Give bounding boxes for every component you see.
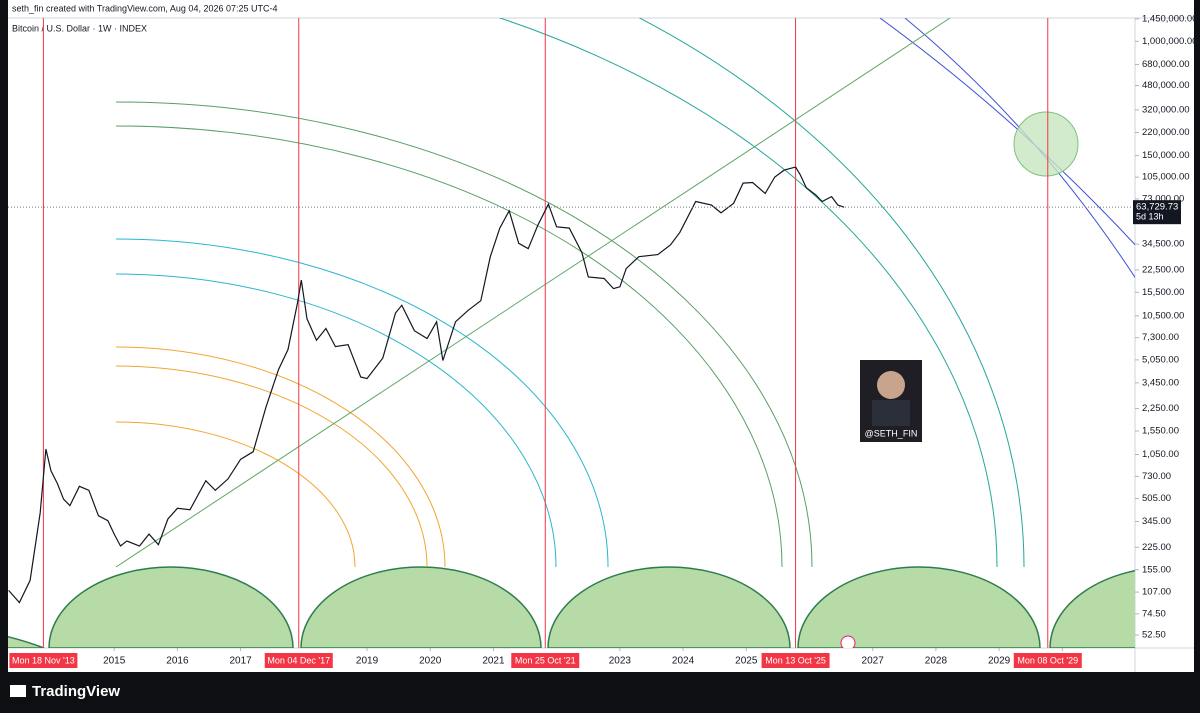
- y-tick-label: 1,550.00: [1142, 426, 1179, 437]
- y-tick-label: 15,500.00: [1142, 287, 1184, 298]
- x-tick-label: 2025: [735, 656, 758, 667]
- y-tick-label: 150,000.00: [1142, 150, 1190, 161]
- cycle-dome: [1049, 569, 1135, 648]
- x-tick-label: 2029: [988, 656, 1011, 667]
- y-tick-label: 1,450,000.00: [1142, 13, 1197, 24]
- y-tick-label: 73,000.00: [1142, 194, 1184, 205]
- logo-mark: [10, 685, 26, 697]
- target-circle: [1013, 111, 1079, 177]
- last-price-box: [1133, 200, 1181, 225]
- cycle-label-box: [9, 653, 78, 668]
- watermark-suit: [872, 400, 910, 426]
- y-tick-label: 34,500.00: [1142, 239, 1184, 250]
- cycle-label: Mon 04 Dec '17: [267, 655, 330, 665]
- arc: [115, 125, 783, 568]
- y-tick-label: 1,050.00: [1142, 449, 1179, 460]
- arc: [115, 273, 557, 568]
- footer: TradingView: [10, 683, 120, 700]
- cycle-label-box: [1013, 653, 1082, 668]
- x-tick-label: 2020: [419, 656, 442, 667]
- event-icon: [840, 635, 856, 648]
- trendline: [115, 18, 951, 568]
- arc: [115, 365, 428, 568]
- countdown-label: 5d 13h: [1136, 212, 1164, 222]
- cycle-label-box: [264, 653, 333, 668]
- y-tick-label: 52.50: [1142, 630, 1166, 641]
- y-tick-label: 220,000.00: [1142, 127, 1190, 138]
- cycle-dome: [547, 566, 791, 648]
- drawings: [8, 18, 1135, 648]
- plot-layer: [8, 18, 1049, 648]
- arc: [115, 421, 356, 568]
- y-tick-label: 505.00: [1142, 493, 1171, 504]
- cycle-label-box: [511, 653, 580, 668]
- y-tick-label: 155.00: [1142, 564, 1171, 575]
- y-tick-label: 10,500.00: [1142, 310, 1184, 321]
- footer-logo: TradingView: [32, 683, 120, 700]
- cycle-label-box: [761, 653, 830, 668]
- price-line: [8, 166, 845, 604]
- x-tick-label: 2027: [862, 656, 885, 667]
- y-tick-label: 74.50: [1142, 608, 1166, 619]
- watermark-card: @SETH_FIN: [860, 360, 922, 442]
- y-tick-label: 105,000.00: [1142, 172, 1190, 183]
- x-tick-label: 2021: [482, 656, 505, 667]
- y-tick-label: 2,250.00: [1142, 403, 1179, 414]
- cycle-label: Mon 13 Oct '25: [765, 655, 826, 665]
- chart-background: [8, 0, 1194, 672]
- arc: [115, 101, 813, 568]
- x-tick-label: 2023: [609, 656, 632, 667]
- arc: [879, 18, 1135, 246]
- header: seth_fin created with TradingView.com, A…: [12, 3, 278, 13]
- y-tick-label: 22,500.00: [1142, 264, 1184, 275]
- arc: [638, 18, 1025, 568]
- y-tick-label: 107.00: [1142, 587, 1171, 598]
- x-tick-label: 2028: [925, 656, 948, 667]
- cycle-dome: [797, 566, 1041, 648]
- x-tick-label: 2019: [356, 656, 379, 667]
- cycle-label: Mon 25 Oct '21: [515, 655, 576, 665]
- x-tick-label: 2015: [103, 656, 126, 667]
- arc: [115, 346, 446, 568]
- time-axis: 2015 2016 2017 2019 2020 2021 2023 2024 2025 2027…: [9, 648, 1082, 668]
- cycle-label: Mon 18 Nov '13: [12, 655, 75, 665]
- y-tick-label: 3,450.00: [1142, 377, 1179, 388]
- cycle-dome: [300, 566, 542, 648]
- x-tick-label: 2017: [229, 656, 252, 667]
- y-tick-label: 730.00: [1142, 471, 1171, 482]
- y-tick-label: 5,050.00: [1142, 354, 1179, 365]
- y-tick-label: 480,000.00: [1142, 80, 1190, 91]
- y-tick-label: 680,000.00: [1142, 59, 1190, 70]
- x-tick-label: 2016: [166, 656, 189, 667]
- watermark-face: [877, 371, 905, 399]
- y-tick-label: 320,000.00: [1142, 104, 1190, 115]
- y-tick-label: 225.00: [1142, 542, 1171, 553]
- cycle-label: Mon 08 Oct '29: [1017, 655, 1078, 665]
- cycle-dome: [48, 566, 294, 648]
- watermark-text: @SETH_FIN: [865, 428, 918, 438]
- symbol-title: Bitcoin / U.S. Dollar · 1W · INDEX: [12, 23, 147, 33]
- y-tick-label: 345.00: [1142, 516, 1171, 527]
- arc: [115, 238, 609, 568]
- cycle-dome: [8, 636, 45, 648]
- y-tick-label: 7,300.00: [1142, 332, 1179, 343]
- arc: [498, 18, 998, 568]
- x-tick-label: 2024: [672, 656, 695, 667]
- y-tick-label: 1,000,000.00: [1142, 36, 1197, 47]
- last-price-label: 63,729.73: [1136, 202, 1178, 213]
